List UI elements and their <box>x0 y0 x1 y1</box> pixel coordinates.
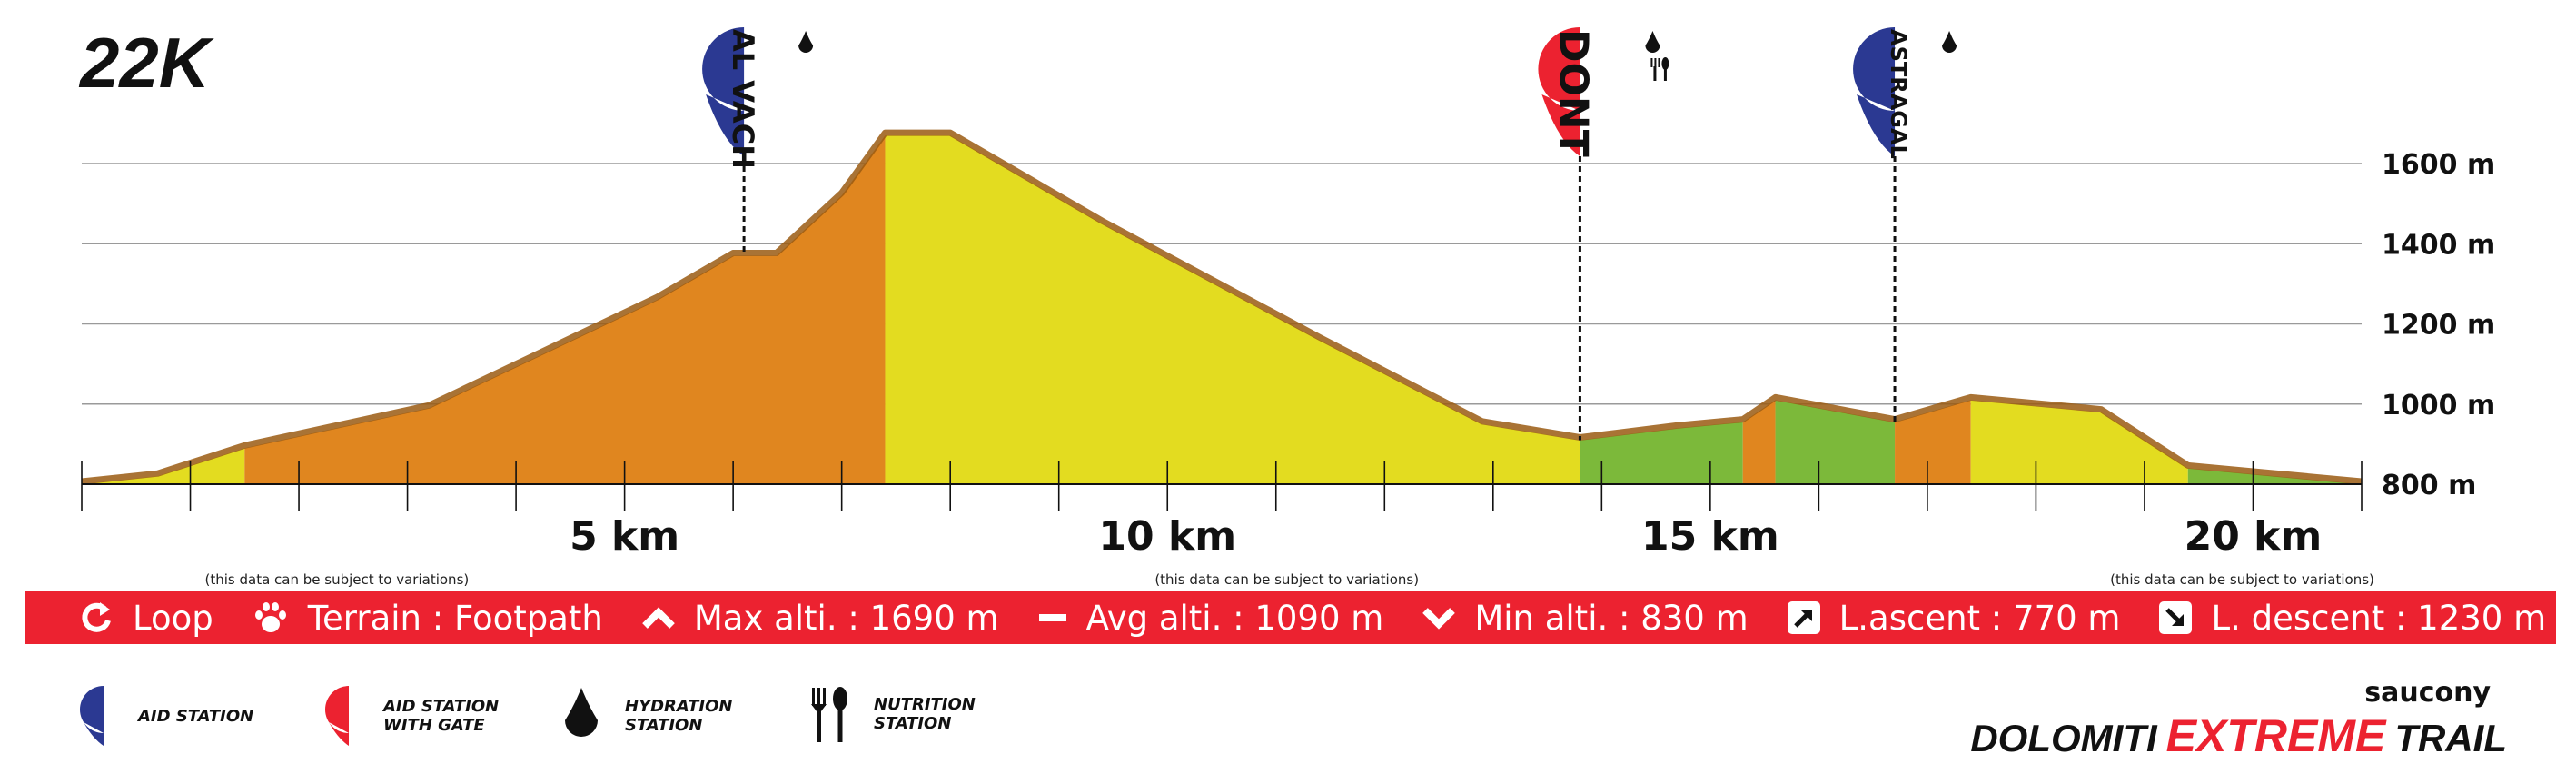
stat-descent: L. descent : 1230 m <box>2158 599 2546 638</box>
y-tick-label: 1000 m <box>2382 390 2495 422</box>
variation-notes: (this data can be subject to variations)… <box>205 571 2374 588</box>
min-alt-label: Min alti. : 830 m <box>1474 598 1749 638</box>
aid-station-marker-icon <box>1853 27 1896 156</box>
stat-terrain: Terrain : Footpath <box>252 599 603 638</box>
aid-station-marker-icon <box>702 27 745 156</box>
y-tick-label: 1200 m <box>2382 310 2495 342</box>
ascent-label: L.ascent : 770 m <box>1838 598 2121 638</box>
station-al-vach: AL VACH <box>702 27 814 256</box>
event-logo-word-3: TRAIL <box>2394 717 2507 759</box>
stats-bar: Loop Terrain : Footpath Max alti. : 1690… <box>25 591 2556 644</box>
legend-nutrition: NUTRITION STATION <box>807 684 992 744</box>
profile-segment <box>1580 422 1743 484</box>
stat-ascent: L.ascent : 770 m <box>1787 598 2121 638</box>
legend: AID STATION AID STATION WITH GATE HYDRAT… <box>0 668 2576 768</box>
elevation-profile <box>81 129 2363 485</box>
x-tick-label: 15 km <box>1641 513 1779 560</box>
profile-ridge <box>81 129 2363 485</box>
station-dont: DONT <box>1538 27 1669 441</box>
paw-icon <box>254 602 286 632</box>
profile-segment <box>1775 400 1896 484</box>
x-tick-label: 10 km <box>1098 513 1236 560</box>
sponsor-logo: saucony <box>2364 677 2491 709</box>
y-tick-label: 1600 m <box>2382 149 2495 181</box>
station-name: DONT <box>1550 29 1596 157</box>
descent-label: L. descent : 1230 m <box>2211 598 2547 638</box>
event-logo-word-1: DOLOMITI <box>1970 717 2157 759</box>
fork-knife-icon <box>811 687 847 742</box>
variation-note: (this data can be subject to variations) <box>2110 571 2374 588</box>
variation-note: (this data can be subject to variations) <box>205 571 470 588</box>
event-logo-word-2: EXTREME <box>2165 710 2386 761</box>
fork-knife-icon <box>1650 57 1669 81</box>
variation-note: (this data can be subject to variations) <box>1154 571 1419 588</box>
descent-arrow-icon <box>2159 601 2193 634</box>
terrain-label: Terrain : Footpath <box>307 598 603 638</box>
brand-logo: saucony DOLOMITI EXTREME TRAIL <box>1970 677 2507 768</box>
race-title-text: 22K <box>78 23 215 103</box>
dash-icon <box>1038 614 1066 621</box>
legend-aid-station-label: AID STATION <box>138 706 254 726</box>
station-name: ASTRAGAL <box>1886 29 1911 159</box>
legend-aid-station-gate-label: AID STATION WITH GATE <box>383 697 500 735</box>
y-axis-labels: 800 m 1000 m 1200 m 1400 m 1600 m <box>2382 149 2495 501</box>
y-tick-label: 1400 m <box>2382 229 2495 261</box>
profile-segment <box>1895 400 1971 484</box>
stat-min-alt: Min alti. : 830 m <box>1422 598 1749 638</box>
aid-station-gate-marker-icon <box>325 686 349 746</box>
loop-icon <box>82 602 111 632</box>
chevron-down-icon <box>1422 608 1456 630</box>
aid-station-marker-icon <box>80 686 104 746</box>
race-title: 22K <box>78 23 215 103</box>
aid-stations: AL VACH DONT ASTRAGAL <box>702 27 1957 441</box>
profile-segment <box>1970 400 2188 484</box>
profile-segment <box>82 448 245 484</box>
y-tick-label: 800 m <box>2382 470 2476 501</box>
max-alt-label: Max alti. : 1690 m <box>693 598 999 638</box>
x-tick-label: 20 km <box>2185 513 2323 560</box>
event-logo: DOLOMITI EXTREME TRAIL <box>1970 710 2507 762</box>
stat-max-alt: Max alti. : 1690 m <box>641 599 999 638</box>
station-astragal: ASTRAGAL <box>1853 27 1957 422</box>
chevron-up-icon <box>642 607 675 629</box>
legend-hydration-label: HYDRATION STATION <box>625 697 733 735</box>
avg-alt-label: Avg alti. : 1090 m <box>1085 598 1384 638</box>
water-drop-icon <box>798 31 814 53</box>
water-drop-icon <box>565 688 598 737</box>
water-drop-icon <box>1942 31 1957 53</box>
water-drop-icon <box>1645 31 1660 53</box>
legend-hydration: HYDRATION STATION <box>561 686 743 746</box>
legend-nutrition-label: NUTRITION STATION <box>874 695 976 733</box>
stat-avg-alt: Avg alti. : 1090 m <box>1037 598 1384 638</box>
stat-loop: Loop <box>80 599 213 638</box>
profile-segment <box>885 135 1580 485</box>
legend-aid-station: AID STATION <box>80 686 256 746</box>
x-axis <box>81 461 2363 511</box>
station-name: AL VACH <box>726 29 760 169</box>
loop-label: Loop <box>133 598 213 638</box>
profile-segment <box>244 135 886 485</box>
ascent-arrow-icon <box>1787 601 1820 634</box>
x-tick-label: 5 km <box>570 513 679 560</box>
legend-aid-station-gate: AID STATION WITH GATE <box>325 686 501 746</box>
profile-segment <box>1742 400 1776 484</box>
aid-station-gate-marker-icon <box>1538 27 1580 156</box>
x-axis-labels: 5 km 10 km 15 km 20 km <box>570 513 2322 560</box>
